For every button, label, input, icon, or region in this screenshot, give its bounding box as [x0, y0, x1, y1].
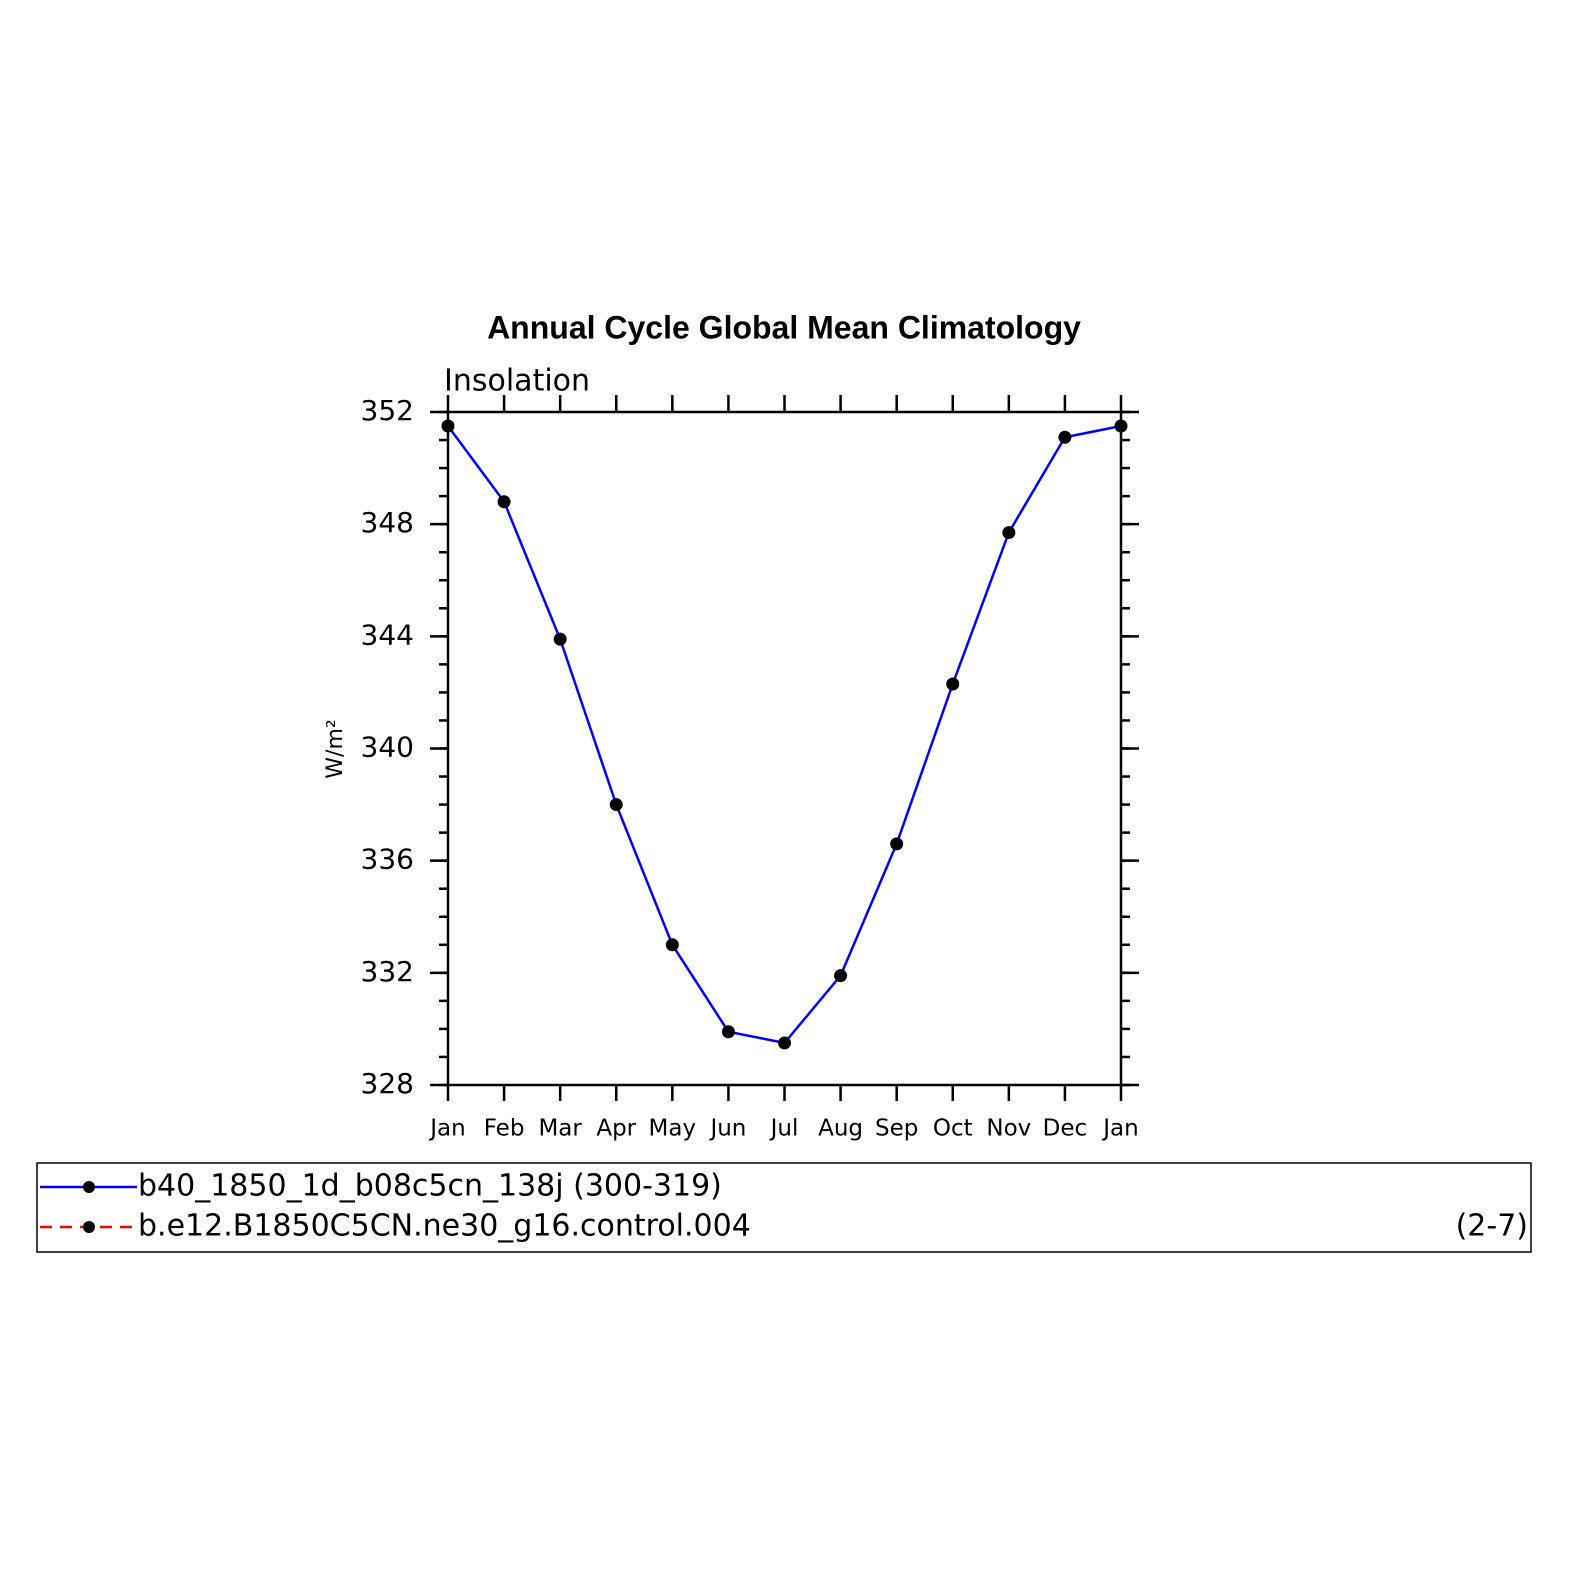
- x-tick-label: Feb: [484, 1116, 525, 1142]
- x-tick-label: Nov: [986, 1116, 1031, 1142]
- y-tick-label: 352: [361, 394, 414, 427]
- x-tick-label: Jan: [1101, 1116, 1138, 1142]
- data-point: [1114, 419, 1128, 433]
- y-tick-label: 348: [361, 506, 414, 539]
- data-point: [834, 969, 848, 983]
- data-point: [778, 1036, 791, 1050]
- y-axis-label: W/m²: [323, 719, 348, 778]
- x-tick-label: Jan: [428, 1116, 465, 1142]
- x-tick-label: Aug: [818, 1116, 863, 1142]
- legend-box: [36, 1162, 1532, 1253]
- data-point: [497, 495, 511, 509]
- legend-note: (2-7): [1456, 1209, 1528, 1244]
- x-tick-label: Mar: [538, 1116, 582, 1142]
- data-point: [946, 677, 960, 691]
- x-tick-label: Jul: [769, 1116, 799, 1142]
- legend-label: b.e12.B1850C5CN.ne30_g16.control.004: [138, 1209, 751, 1244]
- x-tick-label: Jun: [708, 1116, 746, 1142]
- y-tick-label: 332: [361, 955, 414, 988]
- y-tick-label: 340: [361, 731, 414, 764]
- data-point: [609, 798, 623, 812]
- legend-marker: [83, 1181, 95, 1193]
- data-point: [441, 419, 455, 433]
- x-tick-label: Oct: [933, 1116, 973, 1142]
- data-point: [1058, 430, 1072, 444]
- x-tick-label: Apr: [596, 1116, 636, 1142]
- x-tick-label: Dec: [1043, 1116, 1088, 1142]
- x-tick-label: Sep: [875, 1116, 918, 1142]
- legend-marker: [83, 1221, 95, 1233]
- data-line: [446, 424, 1122, 1045]
- data-point: [721, 1025, 735, 1039]
- y-tick-label: 344: [361, 618, 414, 651]
- x-tick-label: May: [649, 1116, 697, 1142]
- data-point: [1002, 526, 1016, 540]
- data-point: [665, 938, 679, 952]
- data-point: [890, 837, 904, 851]
- y-tick-label: 336: [361, 843, 414, 876]
- legend-label: b40_1850_1d_b08c5cn_138j (300-319): [138, 1169, 722, 1204]
- chart-title: Annual Cycle Global Mean Climatology: [487, 309, 1081, 345]
- y-tick-label: 328: [361, 1067, 414, 1100]
- data-point: [553, 632, 567, 646]
- chart-subtitle: Insolation: [444, 364, 590, 399]
